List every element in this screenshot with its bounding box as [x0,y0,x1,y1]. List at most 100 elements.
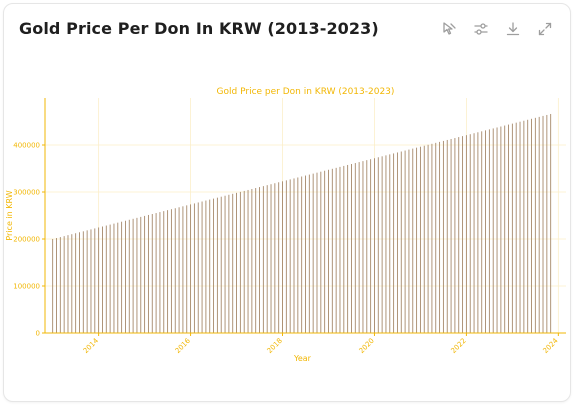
bar [79,232,80,333]
bar [469,134,471,333]
bar [305,175,306,333]
bar [496,127,498,333]
chart-axes [44,98,566,334]
bar [446,139,448,333]
bar [159,212,161,333]
bar [178,207,180,333]
bar [485,130,487,333]
bar [393,153,395,333]
bar [511,123,513,333]
bar [488,129,490,333]
bar [492,128,494,333]
bar [308,174,310,333]
bar [465,135,467,333]
bar [404,150,406,333]
x-tick-label: 2014 [82,336,101,355]
bar [500,126,502,333]
bar [90,229,92,333]
bar [155,213,157,333]
bar [481,131,483,333]
bar [297,177,299,333]
x-tick-label: 2018 [266,337,284,355]
bar [508,124,509,334]
bar [170,209,172,333]
bar [331,168,333,333]
bar [450,139,452,333]
bar [316,172,318,333]
bar [442,140,444,333]
bar [236,192,237,333]
bar [205,200,207,333]
bar [94,228,96,333]
bar [147,214,149,333]
bar [358,162,360,333]
bar [247,189,249,333]
bar [251,189,253,333]
bar [255,188,257,333]
bar [473,133,475,333]
x-tick-label: 2016 [174,336,193,355]
bar [239,191,241,333]
bar [458,137,460,333]
bar [220,196,222,333]
bar [538,116,540,333]
bar [427,144,429,333]
bar [412,148,414,333]
bar [381,156,383,333]
bar [59,237,61,333]
y-axis-ticks: 0 100000 200000 300000 400000 [13,142,45,338]
bar [209,199,211,333]
bar [335,167,337,333]
bar [374,158,375,333]
bar [163,211,165,333]
bar [504,125,506,334]
bar [186,205,188,333]
bar [121,221,123,333]
y-tick-label: 400000 [13,142,40,150]
bar [301,176,303,333]
bar [462,136,464,333]
bar [293,178,295,333]
lasso-icon[interactable] [438,18,460,40]
bar [519,121,521,334]
bar [105,225,107,333]
bar [354,163,356,333]
expand-icon[interactable] [534,18,556,40]
bar [144,215,146,333]
bar [182,206,184,333]
bar [320,171,322,333]
bar [385,155,387,333]
bar [289,179,291,333]
bar [324,170,326,333]
bar [431,143,433,333]
bar [190,204,192,333]
bar [56,238,57,333]
bar [347,164,349,333]
sliders-icon[interactable] [470,18,492,40]
bar [201,201,203,333]
bar [339,166,341,333]
x-tick-label: 2022 [450,337,468,355]
bar [167,210,169,333]
bar [542,115,544,333]
bar [423,145,425,333]
bar [75,233,77,333]
bar [193,203,195,333]
x-axis-label: Year [293,354,312,363]
bar [515,122,517,333]
y-tick-label: 0 [36,330,40,338]
download-icon[interactable] [502,18,524,40]
bar [63,236,65,333]
bar [400,151,402,333]
bar [243,190,245,333]
bar [117,222,119,333]
bar [351,164,352,333]
bar [197,202,199,333]
chart-bars [52,113,552,334]
x-axis-ticks: 2014 2016 2018 2020 2022 2024 [82,333,560,355]
bar [124,220,126,333]
bar [262,186,264,333]
y-tick-label: 300000 [13,189,40,197]
chart-card: Gold Price Per Don In KRW (2013-2023) [3,3,571,402]
bar [102,226,103,333]
